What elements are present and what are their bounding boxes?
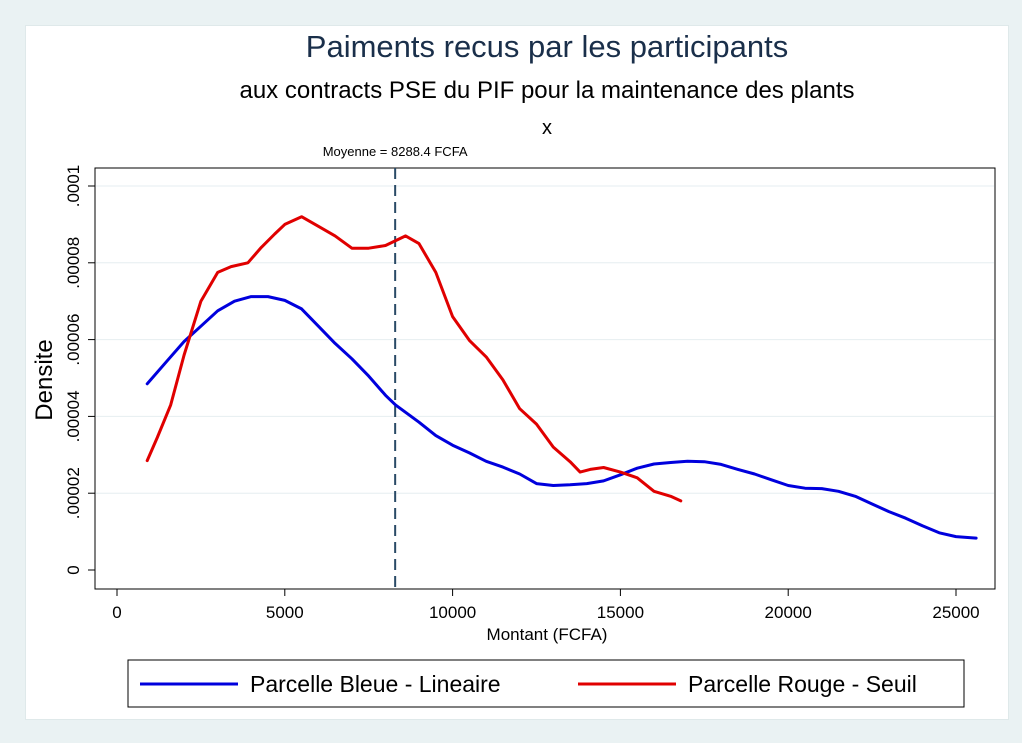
x-tick-label: 20000: [765, 603, 812, 622]
y-tick-label: .00008: [64, 237, 83, 289]
axes-group: 0 .00002 .00004 .00006 .00008 .0001 0 5000 10000…: [64, 165, 980, 622]
y-tick-label: .0001: [64, 165, 83, 208]
legend-label-red: Parcelle Rouge - Seuil: [688, 671, 917, 697]
series-group: [145, 215, 978, 540]
blue-density-line: [145, 295, 978, 540]
y-tick-label: .00004: [64, 390, 83, 442]
y-tick-label: .00006: [64, 314, 83, 366]
plot-area: [94, 167, 996, 590]
chart-caption: x: [542, 117, 552, 139]
y-axis-label: Densite: [31, 339, 58, 420]
y-tick-label: 0: [64, 565, 83, 574]
x-tick-label: 10000: [429, 603, 476, 622]
chart-title: Paiments recus par les participants: [306, 29, 788, 64]
mean-reference-label: Moyenne = 8288.4 FCFA: [323, 144, 468, 159]
reference-line-group: Moyenne = 8288.4 FCFA: [323, 144, 468, 589]
legend-box: [127, 659, 965, 708]
grid-lines: [96, 185, 994, 494]
x-tick-label: 15000: [597, 603, 644, 622]
x-tick-label: 5000: [266, 603, 304, 622]
x-tick-label: 25000: [932, 603, 979, 622]
chart-subtitle: aux contracts PSE du PIF pour la mainten…: [239, 77, 854, 104]
legend-label-blue: Parcelle Bleue - Lineaire: [250, 671, 501, 697]
legend: Parcelle Bleue - Lineaire Parcelle Rouge…: [127, 659, 965, 708]
y-tick-label: .00002: [64, 467, 83, 519]
x-tick-label: 0: [112, 603, 121, 622]
x-axis-label: Montant (FCFA): [487, 625, 608, 644]
red-density-line: [145, 215, 683, 503]
